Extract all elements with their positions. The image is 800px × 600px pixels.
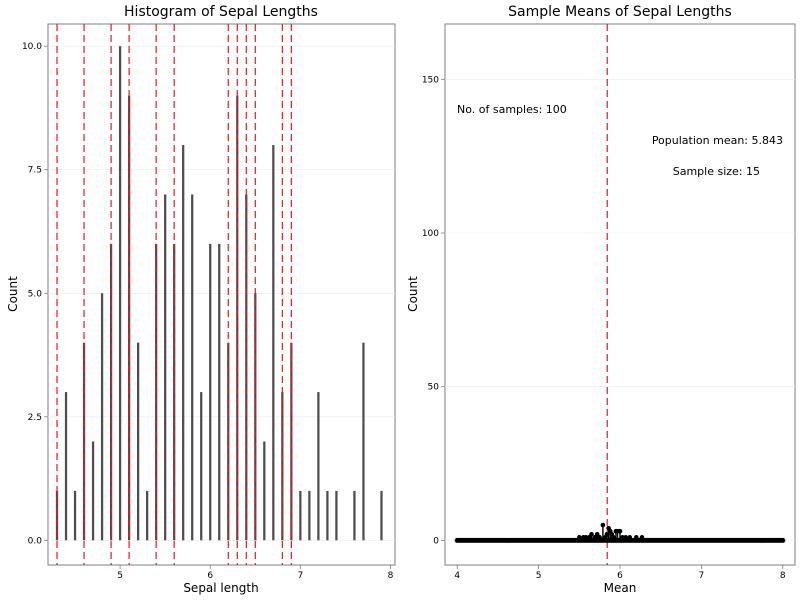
sample-mean-point [611,535,616,540]
histogram-bar [118,46,122,541]
p1-x-tick-label: 8 [388,571,394,581]
histogram-bar [73,490,77,541]
histogram-bar [64,392,68,541]
sample-mean-point [592,535,598,540]
histogram-bar [326,490,329,541]
sample-means-panel: Sample Means of Sepal Lengths 050100150 … [406,4,796,595]
sample-mean-point [620,535,625,540]
histogram-bar [218,243,221,541]
histogram-bar [290,342,293,541]
p1-y-tick-label: 5.0 [28,289,43,299]
p2-x-tick-label: 6 [617,571,623,581]
sample-means-y-ticks: 0 50 100 150 [422,75,445,546]
histogram-bar [127,95,131,541]
histogram-bar [227,342,230,541]
sample-means-points [454,522,786,543]
sample-mean-point [583,535,589,540]
p1-y-tick-label: 2.5 [28,413,42,423]
sample-mean-point [623,535,628,540]
histogram-bar [191,194,194,541]
histogram-reference-lines [56,24,292,565]
p1-x-tick-label: 6 [207,571,213,581]
sample-mean-point [594,531,600,537]
histogram-bar [272,145,275,541]
sample-means-x-ticks: 4 5 6 7 8 [454,565,786,581]
histogram-bar [182,145,185,541]
histogram-bar [146,490,149,541]
p2-y-tick-label: 0 [433,536,439,546]
annotation-sample-size: Sample size: 15 [673,165,760,178]
histogram-title: Histogram of Sepal Lengths [124,4,318,20]
p1-y-tick-label: 0.0 [28,536,43,546]
histogram-bar [55,490,59,541]
histogram-bar [353,490,356,541]
histogram-bar [200,392,203,541]
p2-y-tick-label: 150 [422,75,439,85]
histogram-y-ticks: 0.0 2.5 5.0 7.5 10.0 [22,42,48,546]
histogram-bar [335,490,338,541]
histogram-x-axis-title: Sepal length [183,581,258,595]
sample-mean-point [586,535,592,540]
sample-means-x-axis-title: Mean [604,581,637,595]
histogram-plot-area [47,23,396,566]
sample-mean-point [617,528,623,534]
histogram-x-ticks: 5 6 7 8 [117,565,394,581]
histogram-bar [308,490,311,541]
histogram-bar [91,441,95,541]
histogram-bar [209,243,212,541]
histogram-panel: Histogram of Sepal Lengths 0.0 2.5 5.0 7.5 1… [6,4,396,595]
sample-means-y-axis-title: Count [406,276,420,312]
p1-y-tick-label: 7.5 [28,166,42,176]
sample-mean-point [589,531,594,537]
p1-x-tick-label: 5 [117,571,123,581]
p1-y-tick-label: 10.0 [22,42,42,52]
sample-mean-point [633,535,639,540]
baseline-point [780,537,786,543]
histogram-bar [100,293,104,541]
annotation-population-mean: Population mean: 5.843 [652,134,783,147]
p2-x-tick-label: 8 [780,571,786,581]
sample-mean-point [639,535,645,540]
sample-mean-point [627,535,633,540]
histogram-bar [164,194,167,541]
sample-means-title: Sample Means of Sepal Lengths [508,4,732,20]
sample-mean-point [577,535,582,540]
p2-y-tick-label: 50 [428,383,440,393]
sample-mean-point [597,535,602,540]
p2-y-tick-label: 100 [422,229,439,239]
histogram-bar [299,490,302,541]
histogram-bar [254,293,257,541]
histogram-y-axis-title: Count [6,276,20,312]
p2-x-tick-label: 4 [454,571,460,581]
histogram-bar [82,342,86,541]
histogram-bar [362,342,365,541]
histogram-bar [317,392,320,541]
histogram-bar [263,441,266,541]
histogram-bar [137,342,140,541]
annotation-no-of-samples: No. of samples: 100 [457,103,567,116]
p1-x-tick-label: 7 [297,571,303,581]
sample-mean-point [600,522,606,528]
histogram-bar [380,490,383,541]
p2-x-tick-label: 5 [536,571,542,581]
p2-x-tick-label: 7 [699,571,705,581]
histogram-bar [236,95,239,541]
